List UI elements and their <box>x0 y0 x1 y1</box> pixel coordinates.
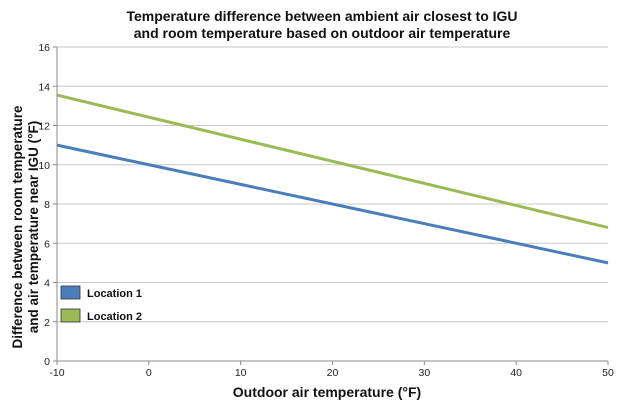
x-tick-label: 10 <box>235 367 247 379</box>
y-tick-labels: 0 2 4 6 8 10 12 14 16 <box>38 42 57 368</box>
x-tick-label: -10 <box>49 367 64 379</box>
series-lines <box>56 93 609 265</box>
x-tick-label: 20 <box>327 367 339 379</box>
y-tick-label: 12 <box>38 121 50 133</box>
y-tick-label: 8 <box>44 199 50 211</box>
y-axis-label-line-2: and air temperature near IGU (°F) <box>26 121 41 333</box>
chart-title-line-2: and room temperature based on outdoor ai… <box>134 25 511 41</box>
y-tick-label: 2 <box>44 317 50 329</box>
y-tick-label: 10 <box>38 160 50 172</box>
x-tick-label: 40 <box>510 367 522 379</box>
y-tick-label: 6 <box>44 238 50 250</box>
series-line-2 <box>56 93 609 230</box>
chart-title: Temperature difference between ambient a… <box>126 8 517 41</box>
y-axis-label: Difference between room temperature and … <box>10 105 41 349</box>
legend-label-1: Location 1 <box>87 288 142 300</box>
y-tick-label: 14 <box>38 81 50 93</box>
series-line-1 <box>56 143 609 265</box>
y-tick-label: 16 <box>38 42 50 54</box>
legend-swatch-1 <box>60 285 81 300</box>
axes <box>56 47 608 362</box>
y-tick-label: 0 <box>44 356 50 368</box>
x-tick-label: 30 <box>418 367 430 379</box>
y-tick-label: 4 <box>44 278 50 290</box>
y-axis-label-line-1: Difference between room temperature <box>10 105 25 349</box>
legend-swatch-2 <box>60 308 81 323</box>
legend-label-2: Location 2 <box>87 311 142 323</box>
x-tick-label: 0 <box>146 367 152 379</box>
x-axis-label: Outdoor air temperature (°F) <box>233 384 421 400</box>
legend: Location 1 Location 2 <box>60 285 142 323</box>
x-tick-labels: -10 0 10 20 30 40 50 <box>49 361 614 379</box>
gridlines <box>57 46 608 323</box>
x-tick-label: 50 <box>602 367 614 379</box>
chart-title-line-1: Temperature difference between ambient a… <box>126 8 517 24</box>
